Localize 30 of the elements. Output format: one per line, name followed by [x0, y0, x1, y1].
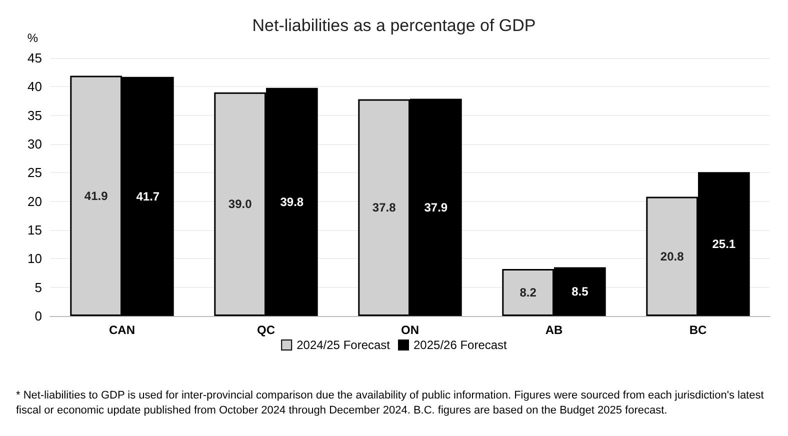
legend-label: 2025/26 Forecast	[414, 338, 508, 352]
y-tick-label: 15	[28, 222, 42, 238]
data-label: 37.8	[372, 200, 396, 215]
y-tick-label: 20	[28, 194, 42, 209]
y-tick-label: 30	[28, 136, 42, 152]
data-label: 39.8	[280, 194, 304, 209]
chart-title: Net-liabilities as a percentage of GDP	[252, 16, 536, 35]
data-label: 41.9	[84, 188, 108, 203]
x-tick-label: AB	[545, 323, 563, 337]
data-label: 20.8	[660, 249, 684, 264]
data-label: 8.2	[520, 285, 537, 300]
x-tick-label: CAN	[109, 323, 135, 337]
text: * Net-liabilities to GDP is used for inter-provincial comparison due the availability of public information. Figures were sourced from each jurisdiction's latest fiscal or economic update published from October 2024 through December 2024. B.C. figures are based on the Budget 2025 forecast.	[16, 390, 767, 416]
y-tick-label: 0	[34, 308, 42, 324]
x-tick-label: BC	[689, 323, 707, 337]
y-tick-label: 35	[28, 108, 42, 123]
x-tick-label: ON	[401, 323, 419, 337]
data-label: 25.1	[712, 237, 736, 252]
x-tick-label: QC	[257, 323, 276, 337]
data-label: 37.9	[424, 200, 448, 214]
y-tick-label: 25	[28, 165, 42, 180]
y-tick-label: 5	[34, 280, 42, 295]
data-label: 8.5	[572, 284, 589, 299]
y-tick-label: 40	[28, 79, 42, 94]
data-label: 41.7	[136, 189, 160, 204]
y-tick-label: 10	[28, 251, 42, 266]
data-label: 39.0	[228, 197, 252, 212]
legend-label: 2024/25 Forecast	[296, 338, 391, 352]
y-axis-title: %	[27, 31, 38, 45]
y-tick-label: 45	[28, 50, 42, 66]
